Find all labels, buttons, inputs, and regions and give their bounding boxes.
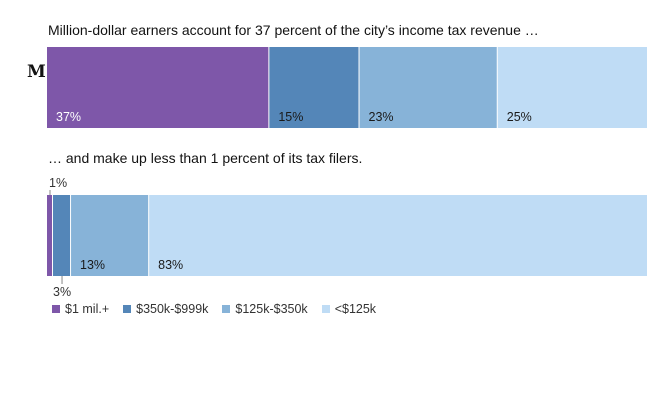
- legend-item-under-125k: <$125k: [321, 302, 377, 316]
- chart-title-filers: … and make up less than 1 percent of its…: [48, 150, 363, 166]
- bar-segment-2-350k-999k: [53, 195, 71, 276]
- data-label-2-350k-999k: 3%: [53, 285, 71, 299]
- legend-item-125k-350k: $125k-$350k: [222, 302, 308, 316]
- bar-segment-1-under-125k: [497, 47, 647, 128]
- data-label-1-under-125k: 25%: [507, 110, 532, 124]
- legend-label-350k-999k: $350k-$999k: [136, 302, 209, 316]
- legend-swatch-1m-plus: [52, 305, 60, 313]
- legend-swatch-125k-350k: [222, 305, 231, 313]
- bar-group-2: 1% 3% 13% 83%: [47, 176, 648, 299]
- data-label-1-350k-999k: 15%: [278, 110, 303, 124]
- legend: $1 mil.+ $350k-$999k $125k-$350k <$125k: [52, 302, 376, 316]
- legend-swatch-350k-999k: [123, 305, 132, 313]
- data-label-2-1m-plus: 1%: [49, 176, 67, 190]
- legend-swatch-under-125k: [321, 305, 330, 313]
- logo-mark: M: [27, 62, 46, 82]
- legend-label-1m-plus: $1 mil.+: [65, 302, 110, 316]
- bar-segment-1-125k-350k: [359, 47, 497, 128]
- bar-segment-2-125k-350k: [71, 195, 149, 276]
- bar-segment-1-1m-plus: [47, 47, 269, 128]
- bar-segment-2-1m-plus: [47, 195, 53, 276]
- legend-label-under-125k: <$125k: [334, 302, 377, 316]
- legend-item-1m-plus: $1 mil.+: [52, 302, 109, 316]
- legend-label-125k-350k: $125k-$350k: [235, 302, 308, 316]
- legend-item-350k-999k: $350k-$999k: [123, 302, 208, 316]
- data-label-1-1m-plus: 37%: [56, 110, 81, 124]
- bar-group-1: 37% 15% 23% 25%: [47, 47, 647, 128]
- data-label-2-125k-350k: 13%: [80, 258, 105, 272]
- chart-title-revenue: Million-dollar earners account for 37 pe…: [48, 22, 539, 38]
- data-label-2-under-125k: 83%: [158, 258, 183, 272]
- data-label-1-125k-350k: 23%: [369, 110, 394, 124]
- bar-segment-2-under-125k: [149, 195, 648, 276]
- bar-segment-1-350k-999k: [269, 47, 359, 128]
